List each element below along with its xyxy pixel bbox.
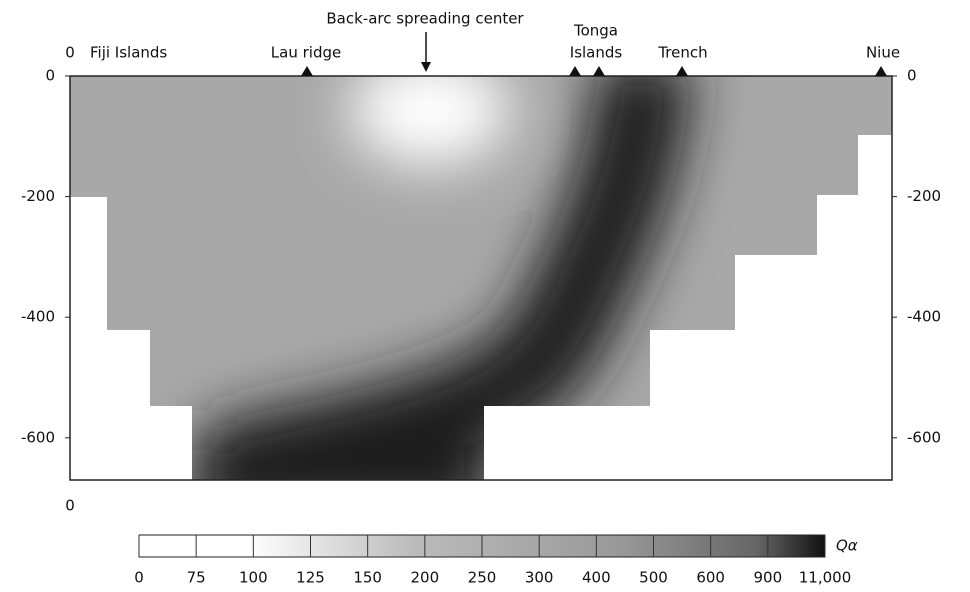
annotation: Tonga <box>573 22 618 40</box>
colorbar-tick-label: 75 <box>187 569 206 587</box>
colorbar-tick-label: 100 <box>239 569 268 587</box>
colorbar-tick-label: 300 <box>525 569 554 587</box>
colorbar-tick-label: 125 <box>296 569 325 587</box>
y-tick-label: 0 <box>45 67 55 85</box>
frame <box>69 75 893 481</box>
colorbar-tick-label: 900 <box>754 569 783 587</box>
y-tick-label: -200 <box>907 187 941 205</box>
x-tick-label: 0 <box>65 497 75 515</box>
colorbar-tick-label: 200 <box>411 569 440 587</box>
colorbar-tick-label: 11,000 <box>799 569 852 587</box>
q-field <box>70 76 892 480</box>
y-tick-label: -400 <box>907 308 941 326</box>
x-tick-label: 0 <box>65 44 75 62</box>
annotation: Niue <box>866 44 900 62</box>
colorbar-tick-label: 150 <box>353 569 382 587</box>
y-tick-label: -600 <box>907 428 941 446</box>
annotation: Islands <box>570 44 623 62</box>
colorbar-tick-label: 400 <box>582 569 611 587</box>
annotation: Trench <box>657 44 707 62</box>
y-tick-label: -600 <box>21 428 55 446</box>
annotation: Back-arc spreading center <box>326 10 524 28</box>
annotation: Lau ridge <box>271 44 341 62</box>
y-tick-label: 0 <box>907 67 917 85</box>
colorbar-label: Qα <box>836 537 858 555</box>
location-markers <box>301 32 887 76</box>
colorbar-tick-label: 250 <box>468 569 497 587</box>
colorbar-tick-label: 500 <box>639 569 668 587</box>
y-tick-label: -200 <box>21 187 55 205</box>
colorbar-tick-label: 0 <box>134 569 144 587</box>
annotation: Fiji Islands <box>90 44 167 62</box>
y-tick-label: -400 <box>21 308 55 326</box>
colorbar-tick-label: 600 <box>696 569 725 587</box>
